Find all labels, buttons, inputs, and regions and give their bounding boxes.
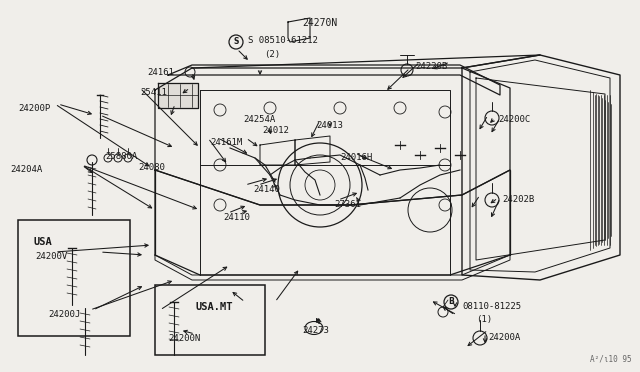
Text: 24013: 24013 (316, 121, 343, 130)
Text: 24161M: 24161M (210, 138, 243, 147)
Text: 24200J: 24200J (48, 310, 80, 319)
Text: 25411: 25411 (140, 88, 167, 97)
Bar (155, 285, 265, 355)
Text: 24161: 24161 (147, 68, 174, 77)
Text: 24200N: 24200N (168, 334, 200, 343)
Text: (2): (2) (264, 50, 280, 59)
Text: 24200V: 24200V (35, 252, 67, 261)
Text: 24254A: 24254A (243, 115, 275, 124)
Text: (1): (1) (476, 315, 492, 324)
Text: 24110: 24110 (223, 213, 250, 222)
Text: USA: USA (33, 237, 52, 247)
Text: 24200C: 24200C (498, 115, 531, 124)
Polygon shape (158, 83, 198, 108)
Text: 24012: 24012 (262, 126, 289, 135)
Text: 24080: 24080 (138, 163, 165, 172)
Bar (18, 220, 130, 336)
Text: S: S (234, 38, 239, 46)
Text: 24270N: 24270N (302, 18, 337, 28)
Text: B: B (448, 298, 454, 307)
Text: 24202B: 24202B (502, 195, 534, 204)
Text: 24200A: 24200A (488, 333, 520, 342)
Text: 24200P: 24200P (18, 104, 51, 113)
Text: 24220B: 24220B (415, 62, 447, 71)
Text: 08110-81225: 08110-81225 (462, 302, 521, 311)
Text: 24204A: 24204A (10, 165, 42, 174)
Text: 24273: 24273 (302, 326, 329, 335)
Text: S 08510-61212: S 08510-61212 (248, 36, 318, 45)
Text: 24140: 24140 (253, 185, 280, 194)
Text: 27361: 27361 (334, 200, 361, 209)
Text: A²/ι10 95: A²/ι10 95 (590, 355, 632, 364)
Text: USA.MT: USA.MT (196, 302, 234, 312)
Text: 25880A: 25880A (105, 152, 137, 161)
Text: 24016H: 24016H (340, 153, 372, 162)
